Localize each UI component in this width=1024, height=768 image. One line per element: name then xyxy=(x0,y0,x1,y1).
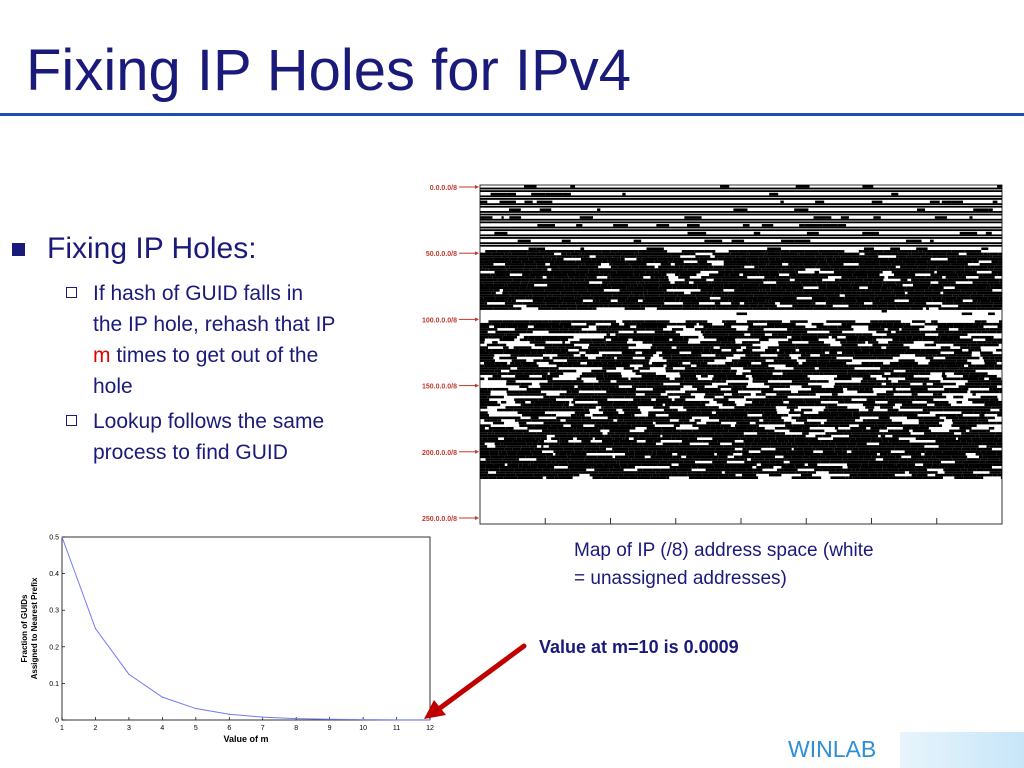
data-point xyxy=(128,673,130,675)
sub-bullet-lookup-line1: Lookup follows the same xyxy=(93,410,325,433)
sub-bullet-rehash-line2: the IP hole, rehash that IP xyxy=(93,313,336,336)
map-caption: Map of IP (/8) address space (white = un… xyxy=(574,537,954,593)
title-underline xyxy=(0,113,1024,116)
winlab-logo: WINLAB xyxy=(788,736,877,762)
data-point xyxy=(295,717,297,720)
map-row-label: 150.0.0.0/8 xyxy=(422,384,457,391)
data-point xyxy=(61,536,63,538)
sub-bullet-rehash-line3: m times to get out of the xyxy=(93,340,335,371)
y-axis-label-line1: Fraction of GUIDs xyxy=(20,594,29,663)
x-tick-label: 7 xyxy=(261,725,265,732)
y-tick-label: 0.1 xyxy=(49,681,59,688)
logo-wave-background xyxy=(900,732,1024,768)
x-tick-label: 5 xyxy=(194,725,198,732)
x-tick-label: 2 xyxy=(94,725,98,732)
y-tick-label: 0 xyxy=(55,718,59,725)
sub-bullet-rehash-line4: hole xyxy=(93,375,133,398)
map-row-label: 0.0.0.0/8 xyxy=(430,185,457,192)
y-tick-label: 0.3 xyxy=(49,608,59,615)
y-tick-label: 0.2 xyxy=(49,644,59,651)
map-caption-line2: = unassigned addresses) xyxy=(574,568,787,589)
x-tick-label: 6 xyxy=(227,725,231,732)
data-point xyxy=(195,707,197,710)
y-tick-label: 0.4 xyxy=(49,571,59,578)
main-bullet: Fixing IP Holes: xyxy=(12,232,257,266)
x-tick-label: 10 xyxy=(359,725,367,732)
data-point xyxy=(429,719,431,721)
x-axis-label: Value of m xyxy=(223,734,268,744)
sub-bullet-rehash-line3-rest: times to get out of the xyxy=(110,344,319,367)
map-pattern xyxy=(480,185,1002,479)
x-tick-label: 9 xyxy=(328,725,332,732)
sub-bullet-rehash-line1: If hash of GUID falls in xyxy=(93,282,304,305)
slide-title: Fixing IP Holes for IPv4 xyxy=(26,38,631,103)
x-tick-label: 4 xyxy=(160,725,164,732)
map-row-label: 50.0.0.0/8 xyxy=(426,251,457,258)
data-point xyxy=(94,627,97,630)
annotation-arrow-icon xyxy=(424,643,527,719)
sub-bullet-lookup: Lookup follows the same process to find … xyxy=(66,406,324,468)
map-caption-line1: Map of IP (/8) address space (white xyxy=(574,540,874,561)
map-row-label: 200.0.0.0/8 xyxy=(422,450,457,457)
value-annotation: Value at m=10 is 0.0009 xyxy=(539,637,739,657)
data-point xyxy=(262,716,264,718)
data-point xyxy=(395,719,398,721)
sub-bullet-rehash: If hash of GUID falls in the IP hole, re… xyxy=(66,278,335,402)
square-bullet-icon xyxy=(12,242,25,256)
chart-plot-area xyxy=(61,536,431,721)
variable-m: m xyxy=(93,344,111,367)
y-axis-label-line2: Assigned to Nearest Prefix xyxy=(30,577,39,679)
data-point xyxy=(228,713,230,715)
x-tick-label: 8 xyxy=(294,725,298,732)
x-tick-label: 11 xyxy=(393,725,400,732)
sub-bullet-lookup-line2: process to find GUID xyxy=(93,441,288,464)
hollow-square-bullet-icon xyxy=(66,287,77,298)
main-bullet-text: Fixing IP Holes: xyxy=(47,232,257,265)
hollow-square-bullet-icon xyxy=(66,415,77,426)
data-point xyxy=(161,696,163,698)
y-tick-label: 0.5 xyxy=(49,535,59,542)
data-point xyxy=(329,718,331,720)
x-tick-label: 1 xyxy=(60,725,64,732)
series-line xyxy=(61,536,431,721)
x-tick-label: 3 xyxy=(127,725,131,732)
x-tick-label: 12 xyxy=(426,725,434,732)
map-row-label: 250.0.0.0/8 xyxy=(422,516,457,523)
data-point xyxy=(362,719,364,721)
map-row-label: 100.0.0.0/8 xyxy=(422,317,457,324)
ip-address-space-map: 0.0.0.0/8 50.0.0.0/8 100.0.0.0/8 150.0.0.0/… xyxy=(422,184,1003,525)
